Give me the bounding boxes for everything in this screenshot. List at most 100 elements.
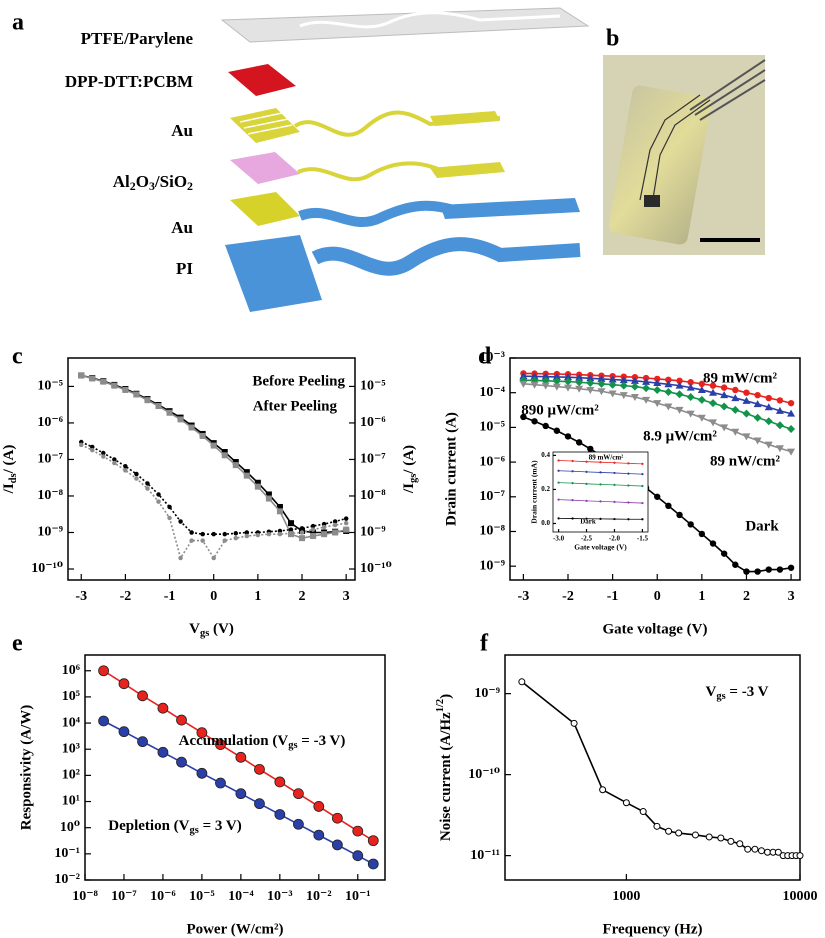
data-point: [200, 538, 205, 543]
data-point: [221, 452, 228, 459]
data-point: [265, 495, 272, 502]
data-point: [232, 462, 239, 469]
data-point: [255, 532, 261, 538]
data-point: [720, 550, 728, 557]
data-point: [720, 424, 729, 432]
data-point: [222, 538, 227, 543]
data-point: [98, 665, 109, 677]
data-point: [664, 380, 673, 388]
y-tick-label: 10⁻⁶: [37, 415, 63, 430]
x-axis-label: Power (W/cm²): [186, 921, 283, 937]
data-point: [665, 376, 672, 384]
data-point: [757, 847, 765, 855]
data-point: [343, 526, 350, 533]
layer-label-part: 2: [187, 179, 193, 193]
x-tick-label: -2: [120, 589, 132, 604]
x-axis-label: Gate voltage (V): [574, 543, 627, 552]
data-point: [597, 374, 606, 382]
data-point: [787, 564, 795, 571]
x-tick-label: 0: [210, 589, 217, 604]
data-point: [221, 448, 228, 455]
data-point: [613, 483, 616, 486]
y-tick-label: 10⁻²: [54, 872, 80, 887]
data-point: [277, 528, 283, 534]
data-point: [676, 511, 683, 519]
data-point: [639, 808, 647, 816]
data-point: [552, 372, 561, 380]
data-point: [619, 381, 628, 390]
data-point: [743, 568, 750, 575]
panel-letter: e: [12, 631, 23, 657]
data-point: [571, 482, 574, 485]
data-point: [343, 520, 349, 526]
data-point: [167, 515, 172, 521]
data-point: [177, 416, 184, 423]
data-point: [215, 777, 226, 789]
panel-letter: f: [480, 631, 489, 657]
data-point: [123, 464, 128, 469]
data-point: [764, 417, 773, 426]
data-point: [697, 385, 706, 393]
x-tick-label: -1: [164, 589, 176, 604]
data-point: [518, 678, 526, 686]
data-point: [254, 479, 261, 486]
data-point: [215, 739, 226, 751]
data-point: [585, 460, 588, 463]
data-point: [654, 493, 661, 500]
data-point: [599, 786, 607, 794]
data-point: [776, 397, 784, 404]
y-axis-label-part: ds: [8, 473, 19, 483]
data-point: [274, 776, 286, 788]
data-point: [157, 702, 169, 714]
data-point: [557, 517, 560, 520]
y-tick-label: 10⁻⁷: [479, 489, 505, 504]
y-axis-label: Drain current (mA): [530, 460, 539, 524]
data-point: [155, 403, 162, 410]
data-point: [787, 448, 796, 456]
y-tick-label: 10⁻³: [479, 350, 505, 365]
y-tick-label: 10⁵: [62, 689, 80, 704]
y2-tick-label: 10⁻⁹: [360, 525, 386, 540]
plot-frame: [504, 654, 801, 881]
x-tick-label: -3: [75, 589, 87, 604]
y-tick-label: 10⁻⁸: [37, 488, 63, 503]
data-point: [352, 825, 364, 837]
data-point: [530, 372, 539, 380]
panel-letter: c: [12, 344, 23, 370]
data-point: [575, 385, 584, 393]
y-tick-label: 10⁻⁹: [474, 686, 500, 701]
data-point: [564, 384, 572, 392]
data-point: [321, 524, 327, 530]
data-point: [244, 533, 250, 539]
data-point: [676, 377, 683, 385]
data-point: [321, 531, 328, 538]
y-axis-label: Noise current (A/Hz1/2): [435, 694, 454, 841]
data-point: [742, 409, 751, 418]
data-point: [764, 441, 773, 449]
data-point: [332, 522, 338, 528]
annotation: Dark: [580, 518, 596, 526]
panel-letter: b: [606, 26, 619, 52]
data-point: [597, 388, 606, 396]
series-label: Dark: [745, 518, 779, 534]
data-point: [575, 373, 584, 381]
data-point: [570, 719, 578, 727]
data-point: [653, 385, 662, 394]
y2-tick-label: 10⁻¹⁰: [360, 561, 392, 576]
data-point: [709, 399, 717, 408]
data-point: [89, 375, 96, 382]
data-point: [622, 799, 630, 807]
data-point: [118, 726, 130, 738]
y-tick-label: 10⁶: [62, 663, 80, 678]
annotation: Vgs = -3 V: [705, 684, 768, 702]
data-point: [274, 809, 286, 820]
data-point: [352, 850, 364, 862]
data-point: [277, 531, 283, 537]
data-point: [709, 382, 717, 389]
y-tick-label: 10⁻⁴: [479, 385, 505, 400]
data-point: [613, 500, 616, 503]
data-point: [732, 561, 739, 568]
data-point: [571, 459, 574, 463]
x-tick-label: 1000: [612, 889, 640, 904]
data-point: [764, 403, 773, 411]
